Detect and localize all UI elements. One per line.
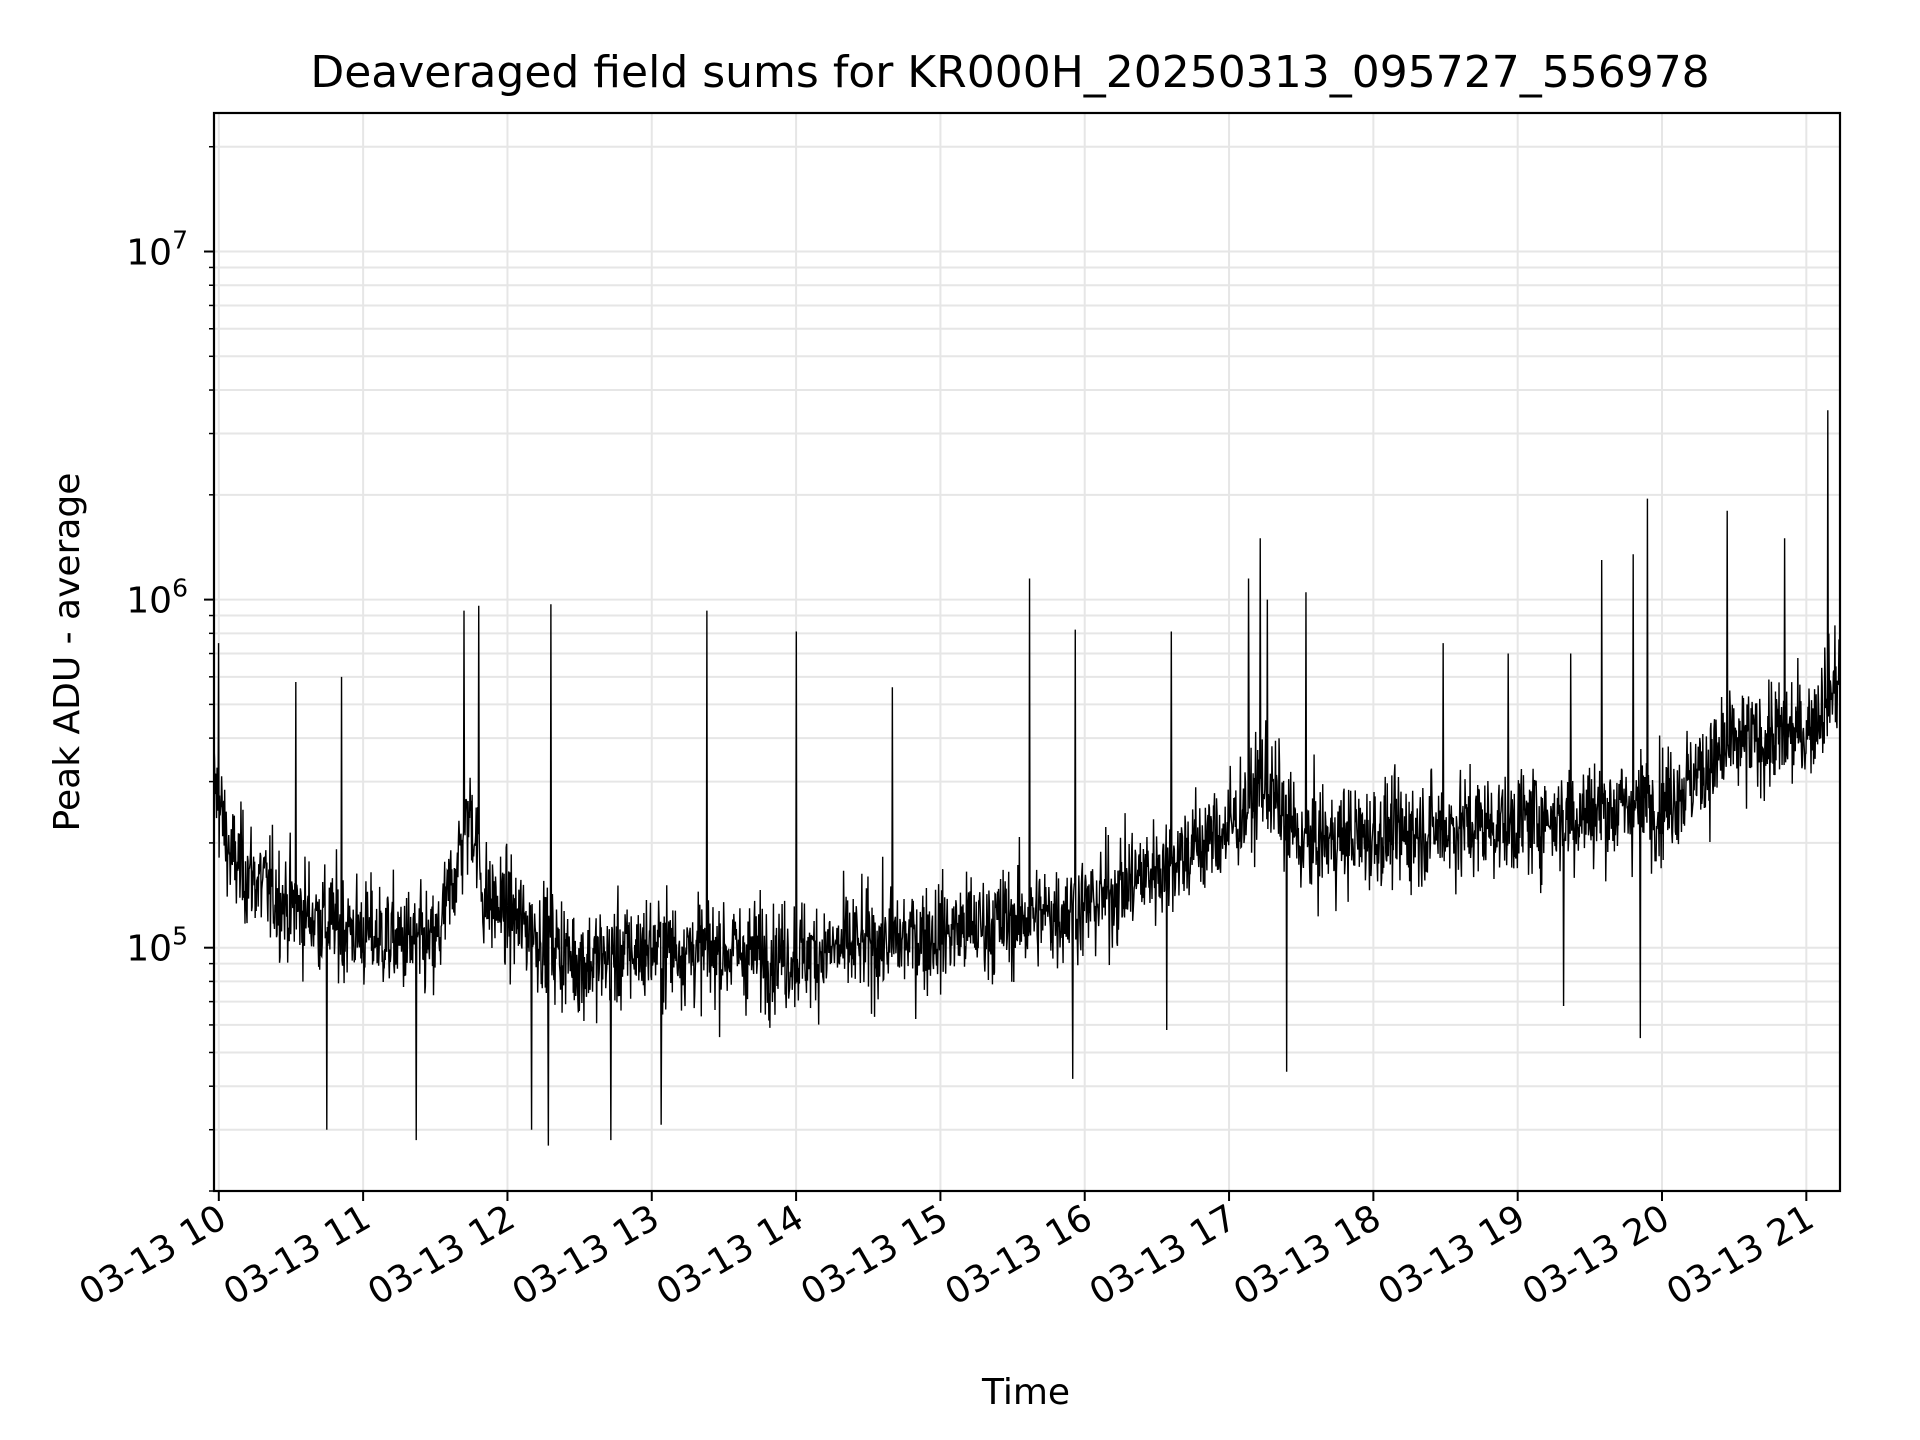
chart-title: Deaveraged field sums for KR000H_2025031… <box>310 47 1709 98</box>
x-axis-label: Time <box>981 1372 1070 1413</box>
y-tick-label: 106 <box>126 574 188 622</box>
y-tick-exponent: 5 <box>172 922 188 951</box>
y-axis-label: Peak ADU - average <box>47 473 88 832</box>
y-tick-base: 10 <box>126 929 172 970</box>
series-line <box>213 410 1841 1146</box>
grid <box>214 113 1840 1192</box>
y-tick-exponent: 6 <box>172 574 188 603</box>
y-tick-label: 107 <box>126 226 188 274</box>
y-tick-base: 10 <box>126 581 172 622</box>
y-tick-label: 105 <box>126 922 188 970</box>
y-tick-base: 10 <box>126 233 172 274</box>
plot-frame <box>212 111 1842 1193</box>
y-tick-exponent: 7 <box>172 226 188 255</box>
series-path <box>213 410 1841 1146</box>
